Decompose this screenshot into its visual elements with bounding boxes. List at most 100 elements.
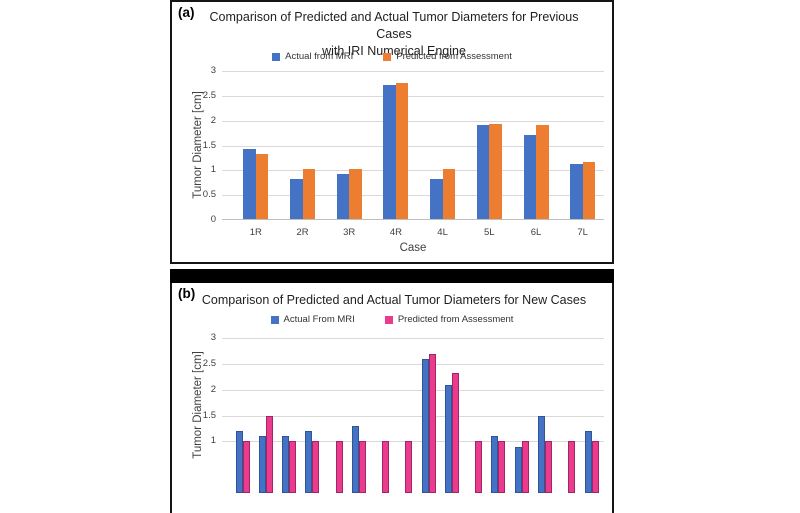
y-tick-label: 2.5 [202,357,216,369]
bar-predicted-case11 [475,441,483,493]
bar-predicted-case2 [265,415,273,493]
bar-predicted-case5 [335,441,343,493]
bar-actual-4R [383,84,396,219]
bar-predicted-case12 [498,441,506,493]
gridline-y2 [222,120,604,122]
legend-item-actual-a: Actual from MRI [272,51,353,62]
y-tick-label: 3 [210,332,216,343]
y-tick-label: 1 [210,435,216,447]
legend-item-predicted-b: Predicted from Assessment [384,314,514,325]
bar-predicted-case8 [405,441,413,493]
bar-actual-case3 [282,436,290,493]
gridline-y1.5 [222,415,604,417]
bar-predicted-2R [302,169,315,219]
chart-b-legend: Actual From MRI Predicted from Assessmen… [172,314,612,325]
y-tick-label: 2.5 [202,89,216,101]
x-tick-label-2R: 2R [296,227,309,238]
y-tick-label: 3 [210,65,216,76]
chart-a-x-axis-label: Case [399,242,427,254]
bar-actual-1R [243,149,256,219]
x-tick-label-1R: 1R [249,227,262,238]
bar-actual-3R [336,174,350,219]
bar-predicted-5L [489,123,502,219]
bar-actual-case2 [258,436,266,493]
x-tick-label-3R: 3R [343,227,356,238]
panel-label-a: (a) [178,5,195,20]
x-tick-label-7L: 7L [577,227,588,238]
legend-label-predicted-b: Predicted from Assessment [397,314,514,325]
bar-predicted-case1 [242,441,250,493]
chart-a-title: Comparison of Predicted and Actual Tumor… [192,9,596,60]
chart-b-plot-area: 1 1.5 2 2.5 3 [203,332,604,493]
bar-predicted-6L [536,124,549,219]
bar-actual-case13 [514,446,522,493]
bar-predicted-case6 [358,441,366,493]
legend-label-predicted-a: Predicted from Assessment [396,51,512,62]
y-tick-label: 0.5 [202,189,216,201]
figure: (a) Comparison of Predicted and Actual T… [170,0,614,513]
bar-predicted-1R [255,154,269,219]
gridline-y1.5 [222,145,604,147]
bar-actual-case9 [421,358,429,493]
bar-actual-case12 [491,436,499,493]
gridline-y0.5 [222,195,604,197]
x-tick-label-5L: 5L [484,227,495,238]
black-divider [170,269,614,283]
y-tick-label: 1.5 [202,409,216,421]
bar-actual-7L [570,164,583,219]
chart-panel-a: (a) Comparison of Predicted and Actual T… [170,0,614,264]
bar-actual-case6 [351,425,359,493]
bar-actual-5L [476,124,490,219]
chart-b-title: Comparison of Predicted and Actual Tumor… [201,293,587,307]
bar-predicted-case3 [289,441,297,493]
chart-a-title-line1: Comparison of Predicted and Actual Tumor… [209,10,579,41]
gridline-y2.5 [222,363,604,365]
bar-predicted-4R [395,83,409,219]
legend-item-actual-b: Actual From MRI [270,314,355,325]
legend-swatch-actual-icon [270,315,279,324]
bar-actual-case10 [444,384,452,493]
legend-swatch-actual-icon [272,52,281,61]
bar-predicted-case10 [451,372,459,493]
y-tick-label: 1.5 [202,139,216,151]
bar-predicted-case4 [312,441,320,493]
bar-actual-case1 [235,431,243,493]
x-tick-label-4L: 4L [437,227,448,238]
chart-panel-b: (b) Comparison of Predicted and Actual T… [170,283,614,513]
gridline-y1 [222,170,604,172]
chart-a-legend: Actual from MRI Predicted from Assessmen… [172,51,612,62]
bar-actual-case16 [584,431,592,493]
legend-item-predicted-a: Predicted from Assessment [383,51,512,62]
gridline-y2 [222,389,604,391]
panel-label-b: (b) [178,286,196,301]
chart-a-plot-area: 0 0.5 1 1.5 2 2.5 3 1R 2R 3R 4R 4L 5L 6L 7L [203,65,604,238]
bar-predicted-7L [582,161,596,219]
bar-predicted-case16 [591,441,599,493]
bar-actual-4L [430,179,443,219]
gridline-y3 [222,71,604,72]
y-tick-label: 0 [210,214,216,225]
bar-predicted-case15 [568,441,576,493]
bar-actual-2R [290,179,303,219]
gridline-y2.5 [222,95,604,97]
bar-actual-6L [523,134,536,219]
x-tick-label-4R: 4R [389,227,402,238]
legend-label-actual-a: Actual from MRI [285,51,354,62]
gridline-y3 [222,338,604,339]
bar-predicted-case14 [545,441,552,493]
chart-a-title-line2: with IRI Numerical Engine [322,44,466,58]
y-tick-label: 2 [210,383,216,395]
legend-label-actual-b: Actual From MRI [283,314,355,325]
y-tick-label: 2 [210,114,216,126]
legend-swatch-predicted-icon [383,52,392,61]
bar-predicted-3R [349,169,362,219]
x-tick-label-6L: 6L [530,227,542,238]
bar-actual-case14 [538,415,545,493]
bar-predicted-case7 [382,441,390,493]
bar-predicted-case9 [428,353,436,493]
bar-predicted-4L [442,169,456,219]
legend-swatch-predicted-icon [384,315,393,324]
bar-predicted-case13 [521,441,529,493]
bar-actual-case4 [305,431,313,493]
gridline-y1 [222,441,604,443]
